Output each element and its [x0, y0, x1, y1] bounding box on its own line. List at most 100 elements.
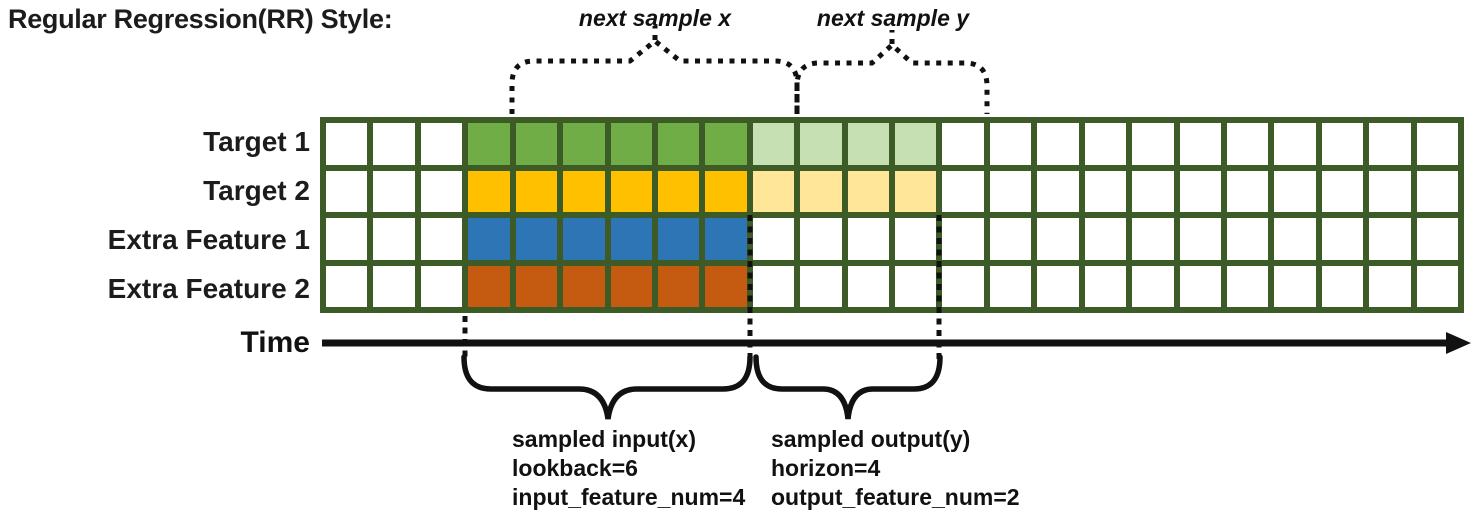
- horizon-value: horizon=4: [771, 455, 881, 481]
- grid-cell: [1226, 265, 1269, 307]
- grid-cell: [468, 265, 510, 307]
- grid-cell: [515, 265, 558, 307]
- grid-cell: [373, 265, 415, 307]
- grid-cell: [326, 218, 368, 260]
- grid-cell: [1037, 170, 1079, 212]
- grid-cell: [1416, 265, 1458, 307]
- grid-cell: [1369, 265, 1411, 307]
- grid-cell: [1369, 170, 1411, 212]
- row-label: Extra Feature 1: [107, 223, 310, 255]
- grid-cell: [657, 218, 700, 260]
- row-label: Target 1: [203, 125, 310, 157]
- grid-cell: [1274, 218, 1316, 260]
- grid-row: [326, 265, 1458, 307]
- grid-cell: [1226, 123, 1269, 165]
- grid-cell: [420, 123, 463, 165]
- grid-cell: [1084, 218, 1127, 260]
- grid-cell: [657, 170, 700, 212]
- grid-row: [326, 218, 1458, 260]
- grid-cell: [1226, 218, 1269, 260]
- grid-cell: [373, 218, 415, 260]
- sample-grid: [320, 117, 1464, 313]
- next-sample-y-brace: [794, 41, 990, 114]
- grid-cell: [610, 265, 652, 307]
- next-sample-x-brace: [509, 37, 800, 114]
- sampled-output-note: sampled output(y) horizon=4 output_featu…: [771, 425, 1020, 512]
- grid-cell: [800, 123, 842, 165]
- grid-cell: [705, 265, 747, 307]
- grid-row: [326, 170, 1458, 212]
- grid-cell: [610, 218, 652, 260]
- grid-cell: [847, 218, 889, 260]
- grid-cell: [752, 123, 795, 165]
- output-feature-num-value: output_feature_num=2: [771, 484, 1020, 510]
- grid-cell: [610, 123, 652, 165]
- grid-cell: [563, 265, 605, 307]
- grid-cell: [1321, 265, 1364, 307]
- grid-cell: [1274, 123, 1316, 165]
- grid-cell: [1226, 170, 1269, 212]
- grid-cell: [1416, 123, 1458, 165]
- grid-cell: [1179, 170, 1221, 212]
- grid-cell: [515, 123, 558, 165]
- grid-cell: [1321, 170, 1364, 212]
- grid-cell: [1274, 170, 1316, 212]
- grid-cell: [895, 265, 937, 307]
- grid-cell: [610, 170, 652, 212]
- grid-cell: [563, 123, 605, 165]
- grid-cell: [847, 123, 889, 165]
- grid-cell: [989, 123, 1032, 165]
- grid-cell: [657, 265, 700, 307]
- grid-cell: [1037, 123, 1079, 165]
- grid-cell: [1084, 123, 1127, 165]
- grid-cell: [1132, 170, 1174, 212]
- grid-cell: [942, 170, 984, 212]
- grid-cell: [1274, 265, 1316, 307]
- grid-cell: [1132, 123, 1174, 165]
- grid-cell: [989, 170, 1032, 212]
- sampled-output-brace: [753, 354, 943, 420]
- grid-cell: [800, 265, 842, 307]
- grid-cell: [468, 218, 510, 260]
- grid-cell: [942, 218, 984, 260]
- grid-cell: [657, 123, 700, 165]
- grid-cell: [326, 265, 368, 307]
- grid-cell: [942, 265, 984, 307]
- grid-cell: [420, 170, 463, 212]
- grid-cell: [1321, 123, 1364, 165]
- grid-cell: [468, 123, 510, 165]
- grid-cell: [752, 265, 795, 307]
- grid-cell: [895, 123, 937, 165]
- grid-cell: [563, 218, 605, 260]
- grid-cell: [705, 123, 747, 165]
- grid-cell: [895, 218, 937, 260]
- grid-cell: [1037, 218, 1079, 260]
- grid-cell: [895, 170, 937, 212]
- time-axis-arrowhead: [1446, 332, 1471, 354]
- grid-cell: [705, 218, 747, 260]
- grid-cell: [1037, 265, 1079, 307]
- grid-cell: [373, 170, 415, 212]
- grid-cell: [752, 218, 795, 260]
- grid-cell: [326, 170, 368, 212]
- grid-cell: [705, 170, 747, 212]
- time-axis-label: Time: [240, 326, 310, 359]
- grid-cell: [1084, 170, 1127, 212]
- grid-cell: [420, 218, 463, 260]
- grid-cell: [515, 218, 558, 260]
- grid-cell: [373, 123, 415, 165]
- input-feature-num-value: input_feature_num=4: [512, 484, 746, 510]
- grid-cell: [1132, 265, 1174, 307]
- grid-cell: [800, 218, 842, 260]
- grid-cell: [847, 170, 889, 212]
- next-sample-y-label: next sample y: [816, 5, 970, 31]
- next-sample-x-label: next sample x: [578, 5, 732, 31]
- grid-cell: [752, 170, 795, 212]
- page-title: Regular Regression(RR) Style:: [8, 4, 393, 34]
- sampled-input-title: sampled input(x): [512, 426, 697, 452]
- grid-cell: [1416, 170, 1458, 212]
- grid-cell: [942, 123, 984, 165]
- grid-cell: [1179, 265, 1221, 307]
- grid-cell: [1321, 218, 1364, 260]
- grid-cell: [1132, 218, 1174, 260]
